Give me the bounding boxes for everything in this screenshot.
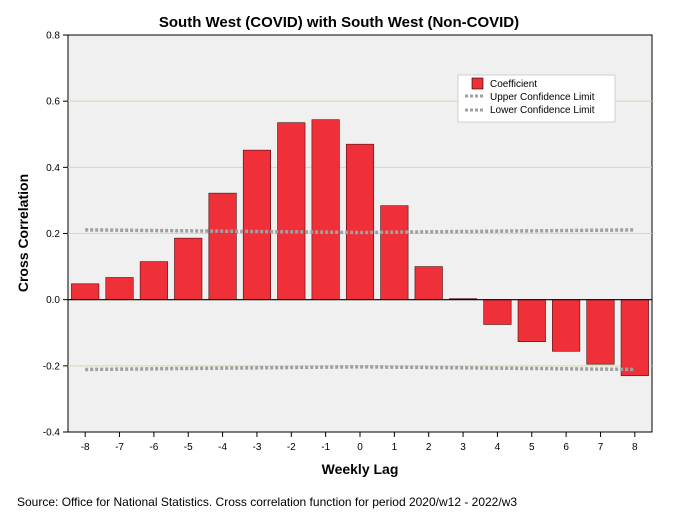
bar	[380, 205, 409, 300]
x-tick-label: -4	[218, 442, 227, 453]
x-tick-label: 2	[426, 442, 432, 453]
bar	[345, 143, 375, 300]
y-tick-label: -0.4	[43, 428, 61, 439]
y-axis-ticks: -0.4 -0.2 0.0 0.2 0.4 0.6 0.8	[43, 31, 68, 439]
bar	[517, 299, 546, 342]
x-tick-label: 6	[563, 442, 569, 453]
y-tick-label: 0.2	[46, 229, 60, 240]
x-tick-label: -8	[81, 442, 90, 453]
x-tick-label: 8	[632, 442, 638, 453]
bar	[208, 192, 237, 300]
x-tick-label: -1	[321, 442, 330, 453]
legend-label-coefficient: Coefficient	[490, 79, 537, 90]
y-tick-label: 0.0	[46, 295, 60, 306]
chart-title: South West (COVID) with South West (Non-…	[159, 14, 519, 31]
bar	[311, 119, 340, 300]
bar	[139, 261, 168, 300]
upper-confidence-line	[85, 228, 635, 235]
legend-label-lower-confidence: Lower Confidence Limit	[490, 105, 595, 116]
bars	[71, 119, 649, 377]
y-tick-label: 0.6	[46, 97, 60, 108]
bar	[552, 299, 581, 352]
confidence-limits	[85, 228, 635, 372]
x-axis-label: Weekly Lag	[322, 461, 399, 477]
bar	[71, 283, 100, 300]
x-tick-label: -7	[115, 442, 124, 453]
source-note: Source: Office for National Statistics. …	[17, 495, 517, 509]
bar	[620, 299, 649, 377]
legend-label-upper-confidence: Upper Confidence Limit	[490, 92, 595, 103]
bar	[414, 266, 443, 300]
x-tick-label: 3	[460, 442, 466, 453]
y-tick-label: 0.8	[46, 31, 60, 42]
y-tick-label: 0.4	[46, 163, 60, 174]
bar	[586, 299, 615, 365]
x-tick-label: -5	[184, 442, 193, 453]
x-tick-label: 7	[598, 442, 604, 453]
legend: Coefficient Upper Confidence Limit Lower…	[457, 74, 616, 123]
x-tick-label: 0	[357, 442, 363, 453]
bar	[242, 149, 271, 300]
lower-confidence-line	[85, 365, 635, 372]
x-axis-ticks: -8 -7 -6 -5 -4 -3 -2 -1 0 1 2 3 4 5 6 7 8	[81, 432, 638, 453]
x-tick-label: -6	[149, 442, 158, 453]
x-tick-label: 4	[495, 442, 501, 453]
legend-box	[457, 74, 616, 123]
bar	[105, 277, 134, 300]
bar	[483, 299, 512, 325]
x-tick-label: 5	[529, 442, 535, 453]
x-tick-label: -3	[252, 442, 261, 453]
y-tick-label: -0.2	[43, 361, 61, 372]
x-tick-label: -2	[287, 442, 296, 453]
bar	[277, 122, 306, 300]
legend-swatch-coefficient	[471, 77, 484, 90]
x-tick-label: 1	[392, 442, 398, 453]
bar	[174, 237, 203, 300]
y-axis-label: Cross Correlation	[15, 174, 31, 292]
